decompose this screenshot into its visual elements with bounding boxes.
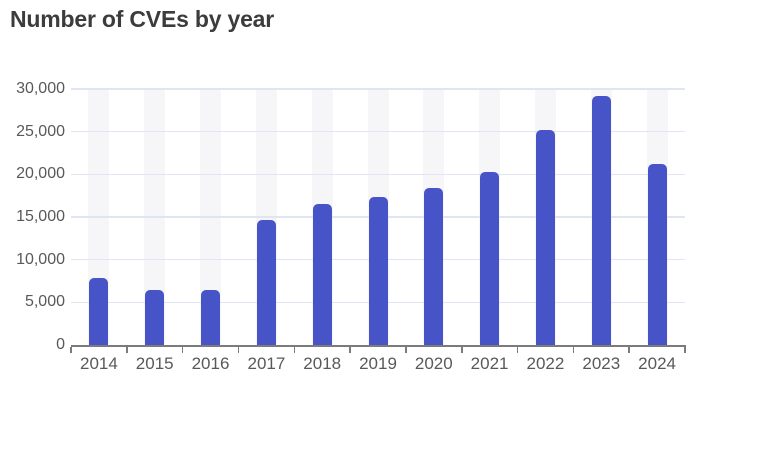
gridline-20000 <box>71 173 685 176</box>
bar-2024 <box>647 164 667 345</box>
y-axis-label-20000: 20,000 <box>16 165 65 183</box>
x-axis-label-2017: 2017 <box>247 354 286 373</box>
x-axis-label-2014: 2014 <box>79 354 118 373</box>
x-axis-tick <box>516 347 519 353</box>
y-axis-label-25000: 25,000 <box>16 122 65 140</box>
x-axis-tick <box>572 347 575 353</box>
bar-2016 <box>201 290 220 345</box>
x-axis-tick <box>405 347 407 353</box>
x-axis-label-2022: 2022 <box>526 354 565 373</box>
bar-chart-plot-area <box>70 88 686 353</box>
bar-2019 <box>368 196 388 345</box>
y-axis-label-15000: 15,000 <box>16 208 65 225</box>
bar-2017 <box>256 220 276 345</box>
x-axis-tick <box>461 347 463 353</box>
gridline-30000 <box>71 88 685 90</box>
y-axis-label-30000: 30,000 <box>16 80 65 97</box>
x-axis-label-2019: 2019 <box>359 354 397 373</box>
y-axis-label-10000: 10,000 <box>16 250 65 268</box>
y-axis-label-5000: 5,000 <box>24 293 65 311</box>
bar-2014 <box>89 277 109 345</box>
x-axis-tick <box>628 347 630 353</box>
x-axis-label-2016: 2016 <box>191 354 230 373</box>
chart-title: Number of CVEs by year <box>10 6 275 32</box>
bar-2015 <box>145 289 165 345</box>
x-axis-tick <box>349 347 351 353</box>
bar-2023 <box>591 95 611 345</box>
gridline-25000 <box>71 130 685 133</box>
x-axis-tick <box>293 347 295 353</box>
bar-2022 <box>536 130 555 345</box>
x-axis-label-2018: 2018 <box>303 354 342 373</box>
x-axis-tick <box>181 347 184 353</box>
bar-2018 <box>312 204 332 345</box>
x-axis-tick <box>237 347 240 353</box>
bar-2021 <box>480 172 500 345</box>
x-axis-tick <box>126 347 128 353</box>
x-axis-label-2020: 2020 <box>414 354 453 373</box>
y-axis-label-0: 0 <box>56 336 65 353</box>
bar-2020 <box>424 188 444 345</box>
x-axis-label-2023: 2023 <box>582 354 621 373</box>
x-axis-tick <box>684 347 686 353</box>
x-axis-label-2021: 2021 <box>470 354 509 373</box>
x-axis-label-2015: 2015 <box>135 354 174 373</box>
x-axis-tick <box>70 347 72 353</box>
x-axis-line <box>71 345 686 347</box>
x-axis-label-2024: 2024 <box>638 354 676 373</box>
